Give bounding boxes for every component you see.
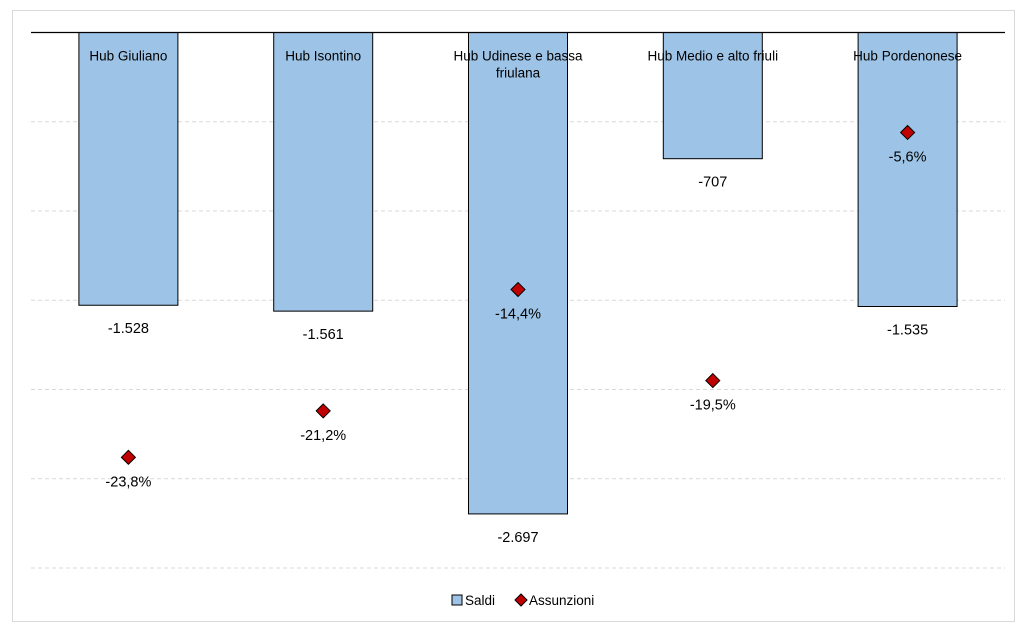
category-label: Hub Medio e alto friuli (648, 49, 779, 64)
bar-data-label: -2.697 (497, 530, 538, 546)
bar-data-label: -1.528 (108, 321, 149, 337)
markers: -23,8% -21,2% -14,4% -19,5% -5,6% (105, 124, 927, 490)
marker-data-label: -14,4% (495, 307, 541, 323)
legend-label-assunzioni: Assunzioni (529, 593, 594, 608)
category-label: Hub Giuliano (89, 49, 167, 64)
marker-data-label: -19,5% (690, 398, 736, 414)
category-label: Hub Isontino (285, 49, 361, 64)
marker-assunzioni (899, 124, 916, 141)
marker-data-label: -21,2% (300, 428, 346, 444)
legend-swatch-saldi (451, 594, 463, 606)
bar-saldi (273, 32, 374, 312)
category-labels: Hub Giuliano Hub Isontino Hub Udinese e ba… (89, 49, 962, 81)
marker-assunzioni (510, 281, 526, 298)
marker-assunzioni (315, 403, 331, 419)
chart: Hub Giuliano Hub Isontino Hub Udinese e ba… (31, 31, 1005, 608)
chart-frame: Hub Giuliano Hub Isontino Hub Udinese e ba… (12, 10, 1015, 622)
marker-assunzioni (705, 372, 721, 389)
bar-data-labels: -1.528 -1.561 -2.697 -707 -1.535 (108, 175, 928, 546)
bar-data-label: -707 (698, 175, 727, 191)
bar-saldi (468, 32, 568, 515)
legend-label-saldi: Saldi (465, 593, 495, 608)
category-label: Hub Pordenonese (853, 49, 962, 64)
legend-swatch-assunzioni (514, 593, 528, 607)
bar-data-label: -1.561 (303, 327, 344, 343)
marker-data-label: -5,6% (889, 149, 927, 165)
bar-saldi (857, 32, 958, 307)
bar-saldi (662, 32, 763, 160)
marker-data-label: -23,8% (105, 474, 151, 490)
bar-data-label: -1.535 (887, 322, 928, 338)
bar-saldi (78, 32, 179, 306)
bars (78, 32, 958, 515)
category-label: Hub Udinese e bassa friulana (453, 49, 583, 81)
legend: Saldi Assunzioni (451, 593, 594, 608)
marker-assunzioni (120, 449, 137, 466)
